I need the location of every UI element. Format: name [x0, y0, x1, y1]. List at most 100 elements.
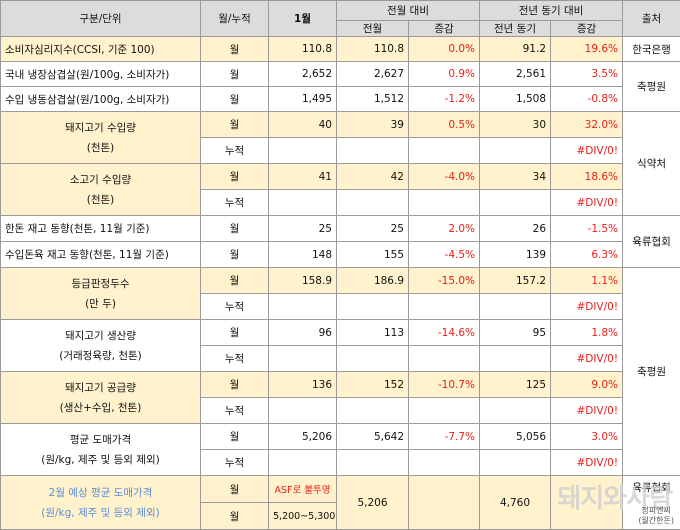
source-meat: 육류협회: [622, 215, 680, 268]
row-label: 소고기 수입량 (천톤): [0, 163, 201, 216]
empty-cell: [268, 189, 337, 216]
row-label-line2: (천톤): [86, 141, 115, 154]
row-period-cumulative: 누적: [200, 397, 269, 424]
row-value: 96: [268, 319, 337, 346]
row-yoy-change: 1.8%: [550, 319, 624, 346]
row-period-2: 월: [200, 502, 269, 530]
row-value: 110.8: [268, 36, 337, 62]
source-bok: 한국은행: [622, 36, 680, 62]
row-prev-year: 157.2: [479, 267, 552, 294]
empty-cell: [479, 189, 552, 216]
row-value: 5,206: [268, 423, 337, 450]
watermark-line2: (월간한돈): [638, 516, 674, 525]
row-value: 25: [268, 215, 337, 242]
empty-cell: [407, 137, 481, 164]
empty-cell: [336, 449, 409, 476]
row-prev: 152: [336, 371, 409, 398]
empty-cell: [336, 189, 409, 216]
row-prev: 110.8: [336, 36, 409, 62]
empty-cell: [407, 397, 481, 424]
row-period: 월: [200, 111, 269, 138]
row-prev-year: 125: [479, 371, 552, 398]
source-meat2: 육류협회: [622, 475, 680, 530]
source-kape2: 축평원: [622, 267, 680, 476]
row-label: 돼지고기 공급량 (생산+수입, 천톤): [0, 371, 201, 424]
row-label: 등급판정두수 (만 두): [0, 267, 201, 320]
header-change: 증감: [407, 20, 481, 37]
row-label: 소비자심리지수(CCSI, 기준 100): [0, 36, 201, 62]
row-period: 월: [200, 423, 269, 450]
row-label: 국내 냉장삼겹살(원/100g, 소비자가): [0, 61, 201, 87]
row-period: 월: [200, 319, 269, 346]
row-label-line2: (거래정육량, 천톤): [59, 349, 142, 362]
empty-cell: [268, 397, 337, 424]
row-label: 돼지고기 수입량 (천톤): [0, 111, 201, 164]
row-yoy-change: 32.0%: [550, 111, 624, 138]
row-yoy-change: 19.6%: [550, 36, 624, 62]
row-label-line2: (천톤): [86, 193, 115, 206]
row-change: 0.5%: [407, 111, 481, 138]
header-month: 1월: [268, 0, 337, 37]
empty-cell: [268, 293, 337, 320]
row-period-cumulative: 누적: [200, 345, 269, 372]
row-prev-year: 4,760: [479, 475, 552, 530]
row-label-line1: 돼지고기 수입량: [65, 121, 136, 134]
header-yoy: 전년 동기 대비: [479, 0, 624, 21]
row-value-range: 5,200~5,300: [268, 502, 337, 530]
row-change: -4.5%: [407, 241, 481, 268]
row-yoy-change: -1.5%: [550, 215, 624, 242]
row-prev-year: 34: [479, 163, 552, 190]
row-yoy-change: -0.8%: [550, 86, 624, 112]
row-prev: 113: [336, 319, 409, 346]
row-period: 월: [200, 215, 269, 242]
empty-cell: [479, 345, 552, 372]
empty-cell: [407, 475, 481, 530]
header-source: 출처: [622, 0, 680, 37]
row-period-cumulative: 누적: [200, 189, 269, 216]
row-label: 수입 냉동삼겹살(원/100g, 소비자가): [0, 86, 201, 112]
row-change: -4.0%: [407, 163, 481, 190]
row-label-line1: 돼지고기 공급량: [65, 381, 136, 394]
row-prev: 155: [336, 241, 409, 268]
row-prev-year: 5,056: [479, 423, 552, 450]
header-prev-year: 전년 동기: [479, 20, 552, 37]
row-period: 월: [200, 61, 269, 87]
row-div-error: #DIV/0!: [550, 293, 624, 320]
row-yoy-change: 18.6%: [550, 163, 624, 190]
row-prev: 186.9: [336, 267, 409, 294]
row-period: 월: [200, 163, 269, 190]
row-div-error: #DIV/0!: [550, 189, 624, 216]
row-div-error: #DIV/0!: [550, 137, 624, 164]
row-div-error: #DIV/0!: [550, 345, 624, 372]
row-label-line2: (원/kg, 제주 및 등외 제외): [41, 453, 160, 466]
source-mfds: 식약처: [622, 111, 680, 216]
row-label-line1: 2월 예상 평균 도매가격: [48, 486, 153, 499]
row-value: 40: [268, 111, 337, 138]
row-prev-year: 30: [479, 111, 552, 138]
row-yoy-change: 1.1%: [550, 267, 624, 294]
row-change: 2.0%: [407, 215, 481, 242]
header-mom: 전월 대비: [335, 0, 481, 21]
empty-cell: [268, 137, 337, 164]
empty-cell: [407, 345, 481, 372]
row-div-error: #DIV/0!: [550, 449, 624, 476]
empty-cell: [407, 293, 481, 320]
empty-cell: [407, 449, 481, 476]
empty-cell: [479, 137, 552, 164]
empty-cell: [479, 449, 552, 476]
row-prev: 42: [336, 163, 409, 190]
row-change: -14.6%: [407, 319, 481, 346]
row-change: 0.0%: [407, 36, 481, 62]
header-period: 월/누적: [200, 0, 269, 37]
row-label-line1: 평균 도매가격: [69, 433, 132, 446]
row-prev: 5,642: [336, 423, 409, 450]
row-label-line1: 등급판정두수: [71, 277, 130, 290]
header-change2: 증감: [550, 20, 624, 37]
empty-cell: [479, 293, 552, 320]
row-value: 136: [268, 371, 337, 398]
row-yoy-change: 9.0%: [550, 371, 624, 398]
empty-cell: [407, 189, 481, 216]
row-change: -10.7%: [407, 371, 481, 398]
row-yoy-change: 3.0%: [550, 423, 624, 450]
empty-cell: [268, 345, 337, 372]
